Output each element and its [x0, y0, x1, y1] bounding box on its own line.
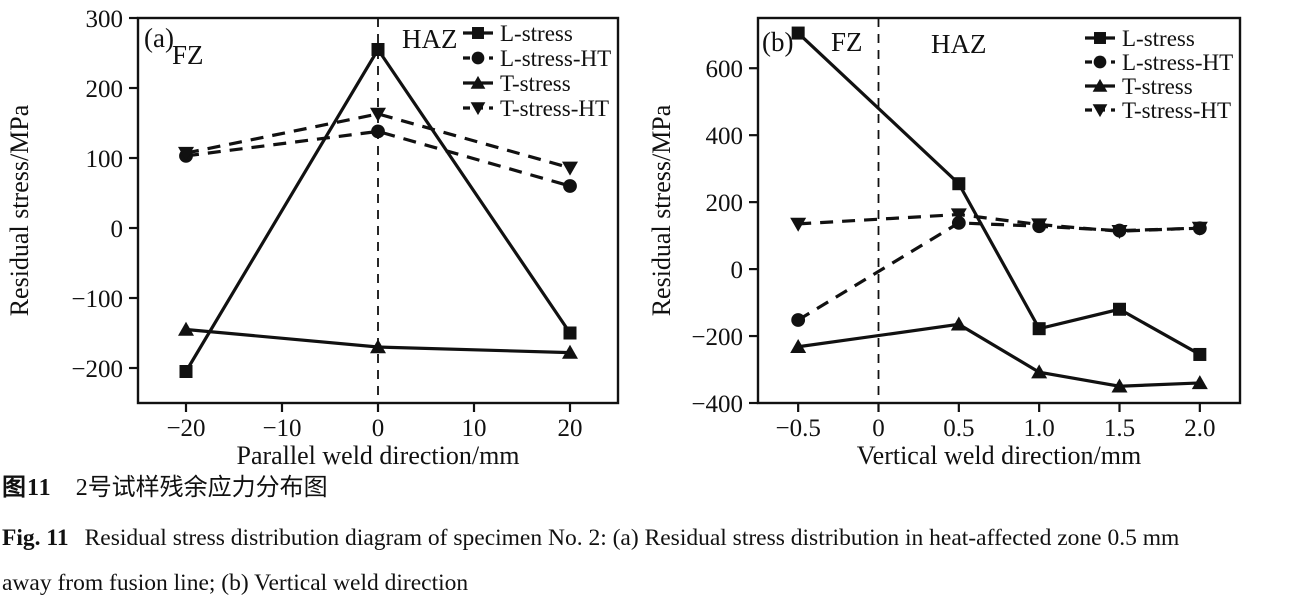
chart-panel-b: −0.5 0 0.5 1.0 1.5 2.0 −400 −200 0 200 400 600 Verti… — [648, 16, 1242, 468]
caption-en-line1: Fig. 11 Residual stress distribution diag… — [2, 516, 1289, 561]
legend-label: L-stress — [1122, 26, 1195, 51]
y-tick-label: 0 — [111, 216, 124, 243]
y-tick-label: 300 — [86, 6, 124, 33]
series-L-stress-marker — [1113, 302, 1126, 316]
series-T-stress-marker — [1191, 375, 1208, 390]
series-L-stress-HT-line — [797, 221, 1200, 322]
figure-11-charts: −20 −10 0 10 20 −200 −100 0 100 200 300 Parallel we… — [5, 6, 1242, 468]
zone-label-haz: HAZ — [931, 29, 987, 59]
series-L-stress-HT-marker — [371, 124, 385, 139]
series-L-stress-HT-marker — [951, 215, 966, 230]
legend-marker — [1093, 55, 1107, 69]
legend-marker — [470, 102, 486, 116]
caption-zh-label: 图11 — [2, 475, 52, 501]
series-L-stress-marker — [952, 177, 966, 191]
series-T-stress-marker — [950, 316, 967, 331]
zone-label-fz: FZ — [172, 40, 204, 70]
x-axis-label: Parallel weld direction/mm — [236, 441, 519, 468]
series-L-stress-marker — [179, 365, 193, 378]
caption-en-line2: away from fusion line; (b) Vertical weld… — [2, 561, 1289, 606]
series-L-stress-HT-line — [185, 129, 571, 188]
series-L-stress-HT-marker — [791, 313, 806, 327]
series-L-stress-marker — [791, 26, 805, 40]
x-tick-label: 2.0 — [1184, 415, 1215, 442]
y-tick-label: 100 — [86, 146, 124, 173]
caption-en-text2: away from fusion line; (b) Vertical weld… — [2, 570, 469, 596]
x-tick-label: 10 — [462, 415, 487, 442]
series-T-stress-HT-marker — [370, 107, 386, 122]
x-tick-label: −10 — [262, 415, 301, 442]
x-tick-label: −0.5 — [775, 415, 820, 442]
legend-label: T-stress-HT — [500, 96, 609, 121]
legend-label: T-stress-HT — [1122, 98, 1231, 123]
plot-frame — [756, 16, 1242, 405]
legend-marker — [470, 75, 486, 89]
series-L-stress-marker — [563, 326, 577, 340]
series-T-stress-marker — [370, 339, 386, 354]
legend-marker — [1092, 78, 1108, 92]
legend-marker — [1094, 32, 1106, 44]
legend-marker — [472, 27, 484, 39]
series-T-stress-HT-marker — [1191, 221, 1208, 236]
y-tick-label: 200 — [86, 76, 124, 103]
x-tick-label: 1.5 — [1104, 415, 1135, 442]
series-T-stress-marker — [562, 344, 578, 359]
y-tick-label: 400 — [706, 123, 744, 150]
series-T-stress-HT-marker — [562, 161, 578, 176]
y-tick-label: 200 — [706, 190, 744, 217]
legend-label: L-stress-HT — [1122, 50, 1233, 75]
series-T-stress-HT-marker — [950, 208, 967, 223]
y-tick-label: 0 — [731, 257, 744, 284]
x-tick-label: 1.0 — [1024, 415, 1055, 442]
caption-zh-text: 2号试样残余应力分布图 — [75, 475, 328, 501]
panel-label: (a) — [144, 23, 174, 53]
x-tick-label: 0 — [872, 415, 885, 442]
legend-label: L-stress-HT — [500, 46, 611, 71]
series-L-stress-HT-marker — [563, 179, 577, 193]
x-axis-label: Vertical weld direction/mm — [857, 441, 1141, 468]
y-tick-label: −200 — [71, 356, 123, 383]
zone-label-haz: HAZ — [402, 24, 458, 54]
legend-label: T-stress — [1122, 74, 1193, 99]
legend-label: T-stress — [500, 71, 571, 96]
legend-label: L-stress — [500, 21, 573, 46]
caption-en-label: Fig. 11 — [2, 525, 69, 551]
legend-marker — [1092, 104, 1108, 118]
x-tick-label: 0 — [372, 415, 385, 442]
series-T-stress-HT-marker — [790, 217, 807, 232]
x-tick-label: 20 — [558, 415, 583, 442]
series-T-stress-marker — [1031, 364, 1048, 379]
caption-en-text1: Residual stress distribution diagram of … — [84, 525, 1180, 551]
figure-caption: 图11 2号试样残余应力分布图 Fig. 11 Residual stress di… — [0, 468, 1295, 606]
series-T-stress-HT-line — [798, 212, 1200, 233]
y-axis-label: Residual stress/MPa — [648, 104, 676, 316]
series-T-stress-marker — [178, 321, 194, 336]
series-L-stress-marker — [371, 43, 385, 56]
y-tick-label: −200 — [691, 324, 743, 351]
series-T-stress-marker — [790, 338, 807, 353]
series-T-stress-marker — [1111, 378, 1128, 393]
zone-label-fz: FZ — [831, 27, 863, 57]
series-L-stress-marker — [1193, 347, 1207, 361]
series-T-stress-HT-marker — [178, 146, 194, 161]
x-tick-label: −20 — [166, 415, 205, 442]
series-T-stress-HT-marker — [1031, 218, 1048, 233]
y-tick-label: −100 — [71, 286, 123, 313]
panel-label: (b) — [762, 27, 793, 57]
caption-zh: 图11 2号试样残余应力分布图 — [2, 470, 1289, 506]
series-T-stress-line — [797, 322, 1200, 388]
legend-marker — [471, 51, 485, 65]
series-L-stress-marker — [1032, 322, 1046, 336]
y-tick-label: 600 — [706, 56, 744, 83]
y-axis-label: Residual stress/MPa — [5, 104, 34, 316]
x-tick-label: 0.5 — [943, 415, 974, 442]
y-tick-label: −400 — [691, 391, 743, 418]
series-T-stress-HT-marker — [1111, 225, 1128, 240]
